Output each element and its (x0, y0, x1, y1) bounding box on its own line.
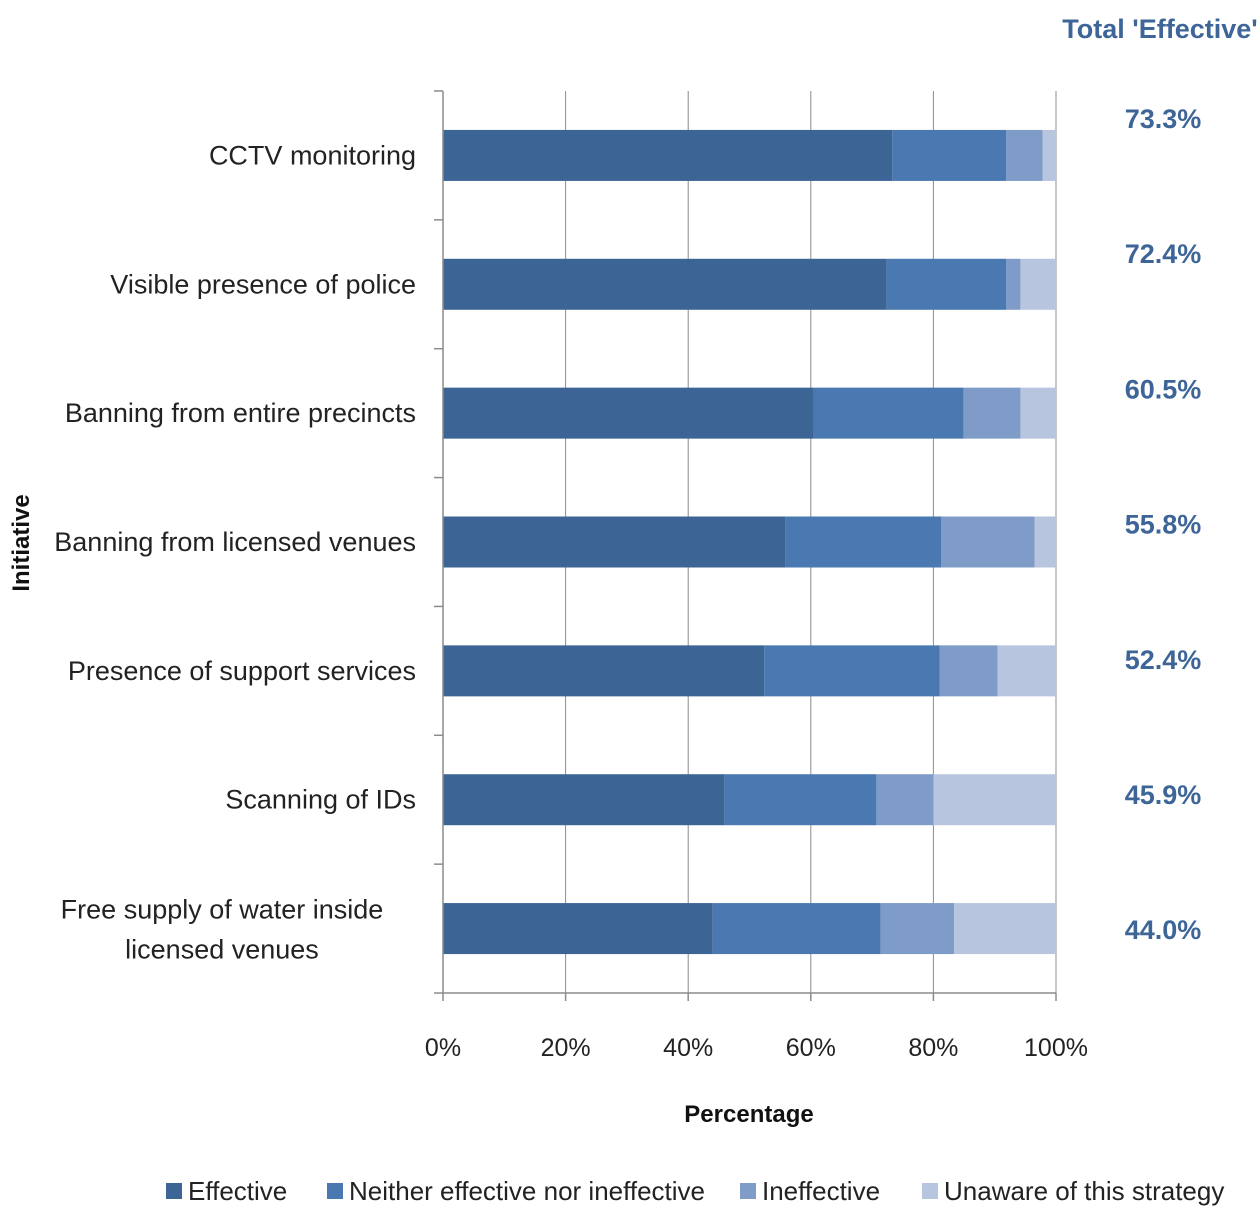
total-value: 44.0% (1125, 915, 1202, 945)
legend-label: Neither effective nor ineffective (349, 1176, 705, 1206)
total-value: 72.4% (1125, 239, 1202, 269)
bars (443, 129, 1056, 955)
legend-swatch (922, 1183, 938, 1199)
total-value: 60.5% (1125, 374, 1202, 404)
axes (434, 90, 1057, 1001)
bar-segment (443, 645, 765, 697)
category-label: Banning from licensed venues (54, 527, 416, 557)
bar-segment (1042, 129, 1056, 181)
bar-segment (443, 258, 887, 310)
bar-segment (1006, 258, 1021, 310)
bar-segment (785, 516, 942, 568)
legend-swatch (740, 1183, 756, 1199)
x-tick-label: 20% (541, 1034, 591, 1062)
legend-label: Unaware of this strategy (944, 1176, 1224, 1206)
bar-segment (963, 387, 1021, 439)
x-tick-label: 80% (908, 1034, 958, 1062)
bar-segment (1020, 258, 1056, 310)
y-axis-title: Initiative (8, 494, 35, 591)
legend-label: Effective (188, 1176, 287, 1206)
bar-segment (997, 645, 1056, 697)
total-value: 52.4% (1125, 645, 1202, 675)
bar-segment (933, 774, 1056, 826)
bar-segment (1034, 516, 1056, 568)
category-label: Visible presence of police (110, 269, 416, 299)
bar-segment (443, 516, 786, 568)
legend: Effective Neither effective nor ineffecti… (166, 1176, 1224, 1206)
bar-segment (443, 129, 893, 181)
bar-segment (880, 903, 955, 955)
bar-segment (443, 774, 725, 826)
legend-swatch (166, 1183, 182, 1199)
total-value: 45.9% (1125, 780, 1202, 810)
bar-segment (941, 516, 1035, 568)
category-label: Scanning of IDs (225, 785, 416, 815)
x-tick-labels: 0% 20% 40% 60% 80% 100% (425, 1034, 1088, 1062)
bar-segment (892, 129, 1007, 181)
bar-segment (712, 903, 881, 955)
x-tick-label: 100% (1024, 1034, 1088, 1062)
totals-header: Total 'Effective' (1062, 14, 1257, 44)
bar-segment (813, 387, 964, 439)
legend-label: Ineffective (762, 1176, 880, 1206)
x-tick-label: 60% (786, 1034, 836, 1062)
x-tick-label: 40% (663, 1034, 713, 1062)
bar-segment (939, 645, 998, 697)
totals-column: 73.3% 72.4% 60.5% 55.8% 52.4% 45.9% 44.0% (1125, 104, 1202, 945)
legend-swatch (327, 1183, 343, 1199)
bar-segment (886, 258, 1007, 310)
category-label: CCTV monitoring (209, 140, 416, 170)
bar-segment (1020, 387, 1056, 439)
bar-segment (443, 903, 713, 955)
bar-segment (876, 774, 934, 826)
bar-segment (443, 387, 814, 439)
total-value: 73.3% (1125, 104, 1202, 134)
bar-segment (724, 774, 877, 826)
x-tick-label: 0% (425, 1034, 461, 1062)
category-label: Presence of support services (68, 656, 416, 686)
category-label: Free supply of water inside licensed venu… (61, 895, 384, 965)
x-axis-title: Percentage (684, 1101, 813, 1128)
category-labels: CCTV monitoring Visible presence of polic… (54, 140, 416, 964)
bar-segment (954, 903, 1056, 955)
bar-segment (1006, 129, 1043, 181)
bar-segment (764, 645, 940, 697)
total-value: 55.8% (1125, 510, 1202, 540)
category-label: Banning from entire precincts (65, 398, 416, 428)
